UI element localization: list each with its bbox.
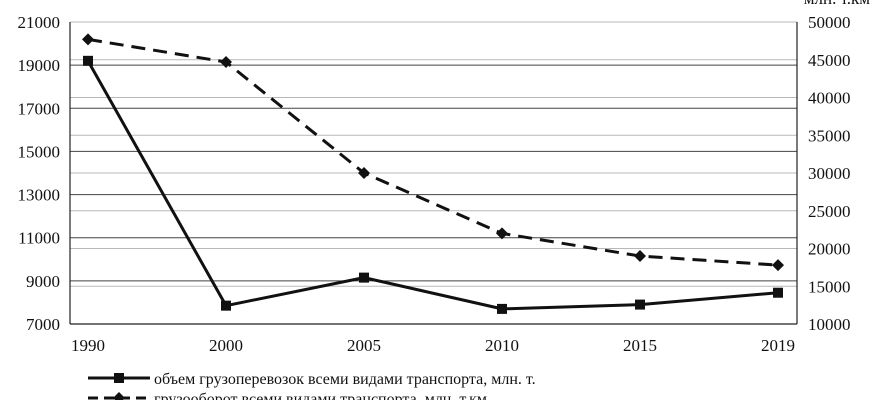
left-tick-label-0: 7000: [26, 315, 60, 334]
series-0-point-2: [359, 272, 369, 283]
right-tick-label-4: 30000: [808, 164, 851, 183]
grid-lines: [70, 21, 797, 325]
right-tick-label-7: 45000: [808, 51, 851, 70]
series-1-point-4: [634, 250, 646, 263]
right-tick-label-8: 50000: [808, 13, 851, 32]
series-0-point-1: [221, 300, 231, 311]
legend-label-1: грузооборот всеми видами транспорта, млн…: [154, 391, 487, 400]
left-tick-label-5: 17000: [18, 99, 61, 118]
series: [82, 33, 784, 314]
left-tick-label-6: 19000: [18, 56, 61, 75]
left-tick-label-3: 13000: [18, 186, 61, 205]
series-1-point-1: [220, 56, 232, 69]
x-tick-label-3: 2010: [485, 336, 519, 355]
series-0-point-0: [83, 55, 93, 66]
series-line-0: [86, 60, 779, 311]
legend: объем грузоперевозок всеми видами трансп…: [88, 371, 536, 400]
left-axis-ticks: 7000 9000 11000 13000 15000 17000 19000 21000: [18, 13, 61, 334]
left-tick-label-7: 21000: [18, 13, 61, 32]
series-1-point-5: [772, 259, 784, 272]
legend-marker-0: [114, 373, 124, 383]
x-axis-ticks: 1990 2000 2005 2010 2015 2019: [71, 336, 795, 355]
axes: [69, 22, 798, 325]
left-tick-label-1: 9000: [26, 272, 60, 291]
series-0-point-4: [635, 299, 645, 310]
series-line-1: [87, 37, 779, 267]
right-tick-label-0: 10000: [808, 315, 851, 334]
right-tick-label-6: 40000: [808, 89, 851, 108]
right-tick-label-5: 35000: [808, 126, 851, 145]
x-tick-label-4: 2015: [623, 336, 657, 355]
left-tick-label-2: 11000: [18, 229, 60, 248]
x-tick-label-5: 2019: [761, 336, 795, 355]
left-tick-label-4: 15000: [18, 142, 61, 161]
series-1-point-0: [82, 33, 94, 46]
x-tick-label-2: 2005: [347, 336, 381, 355]
legend-label-0: объем грузоперевозок всеми видами трансп…: [154, 371, 536, 388]
series-0-point-3: [497, 303, 507, 314]
legend-marker-1: [113, 392, 125, 400]
series-0-point-5: [773, 287, 783, 298]
right-axis-ticks: 10000 15000 20000 25000 30000 35000 40000 45000…: [808, 13, 851, 334]
x-tick-label-0: 1990: [71, 336, 105, 355]
series-1-point-3: [496, 227, 508, 240]
series-1-point-2: [358, 167, 370, 179]
right-tick-label-2: 20000: [808, 240, 851, 259]
right-axis-unit-label: млн. т.км: [804, 0, 870, 8]
right-tick-label-3: 25000: [808, 202, 851, 221]
right-tick-label-1: 15000: [808, 277, 851, 296]
x-tick-label-1: 2000: [209, 336, 243, 355]
